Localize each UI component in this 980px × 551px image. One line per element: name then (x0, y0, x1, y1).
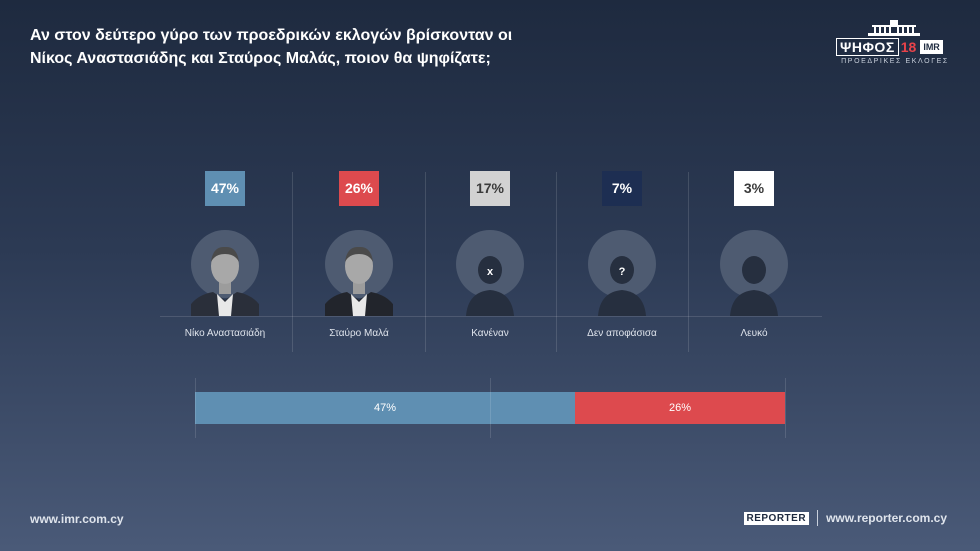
question-mark-icon: ? (588, 230, 656, 316)
svg-text:x: x (487, 266, 494, 278)
runoff-stacked-bar: 47% 26% (195, 392, 785, 424)
silhouette-icon (720, 230, 788, 316)
value-label: 7% (602, 171, 642, 206)
category-label: Σταύρο Μαλά (329, 328, 389, 339)
column-divider (425, 172, 426, 352)
bar-gridline (490, 378, 491, 438)
category-label: Νίκο Αναστασιάδη (184, 328, 266, 339)
candidate-photo-icon (325, 230, 393, 316)
bar-gridline (785, 378, 786, 438)
bar-segment: 26% (575, 392, 785, 424)
column-divider (556, 172, 557, 352)
value-label: 26% (339, 171, 379, 206)
value-label: 17% (470, 171, 510, 206)
column-divider (292, 172, 293, 352)
title-line-2: Νίκος Αναστασιάδης και Σταύρος Μαλάς, πο… (30, 50, 491, 67)
category-label: Δεν αποφάσισα (587, 328, 657, 339)
logo-word: ΨΗΦΟΣ (836, 38, 899, 56)
imr-website[interactable]: www.imr.com.cy (30, 512, 124, 526)
reporter-website[interactable]: www.reporter.com.cy (826, 511, 947, 525)
bar-segment: 47% (195, 392, 575, 424)
parliament-building-icon (868, 20, 920, 36)
chart-title: Αν στον δεύτερο γύρο των προεδρικών εκλο… (30, 24, 590, 70)
value-label: 47% (205, 171, 245, 206)
psifos18-logo: ΨΗΦΟΣ 18 IMR ΠΡΟΕΔΡΙΚΕΣ ΕΚΛΟΓΕΣ (836, 20, 954, 66)
reporter-footer: REPORTER www.reporter.com.cy (743, 510, 947, 526)
columns-baseline (160, 316, 822, 317)
svg-text:?: ? (619, 266, 626, 278)
title-line-1: Αν στον δεύτερο γύρο των προεδρικών εκλο… (30, 27, 513, 44)
logo-subtitle: ΠΡΟΕΔΡΙΚΕΣ ΕΚΛΟΓΕΣ (841, 58, 949, 65)
logo-number: 18 (900, 39, 917, 55)
reporter-logo: REPORTER (743, 511, 810, 525)
column-divider (688, 172, 689, 352)
footer-divider (817, 510, 819, 526)
imr-badge: IMR (920, 40, 943, 54)
value-label: 3% (734, 171, 774, 206)
x-mark-icon: x (456, 230, 524, 316)
candidate-photo-icon (191, 230, 259, 316)
category-label: Λευκό (740, 328, 768, 339)
category-label: Κανέναν (471, 328, 509, 339)
bar-gridline (195, 378, 196, 438)
